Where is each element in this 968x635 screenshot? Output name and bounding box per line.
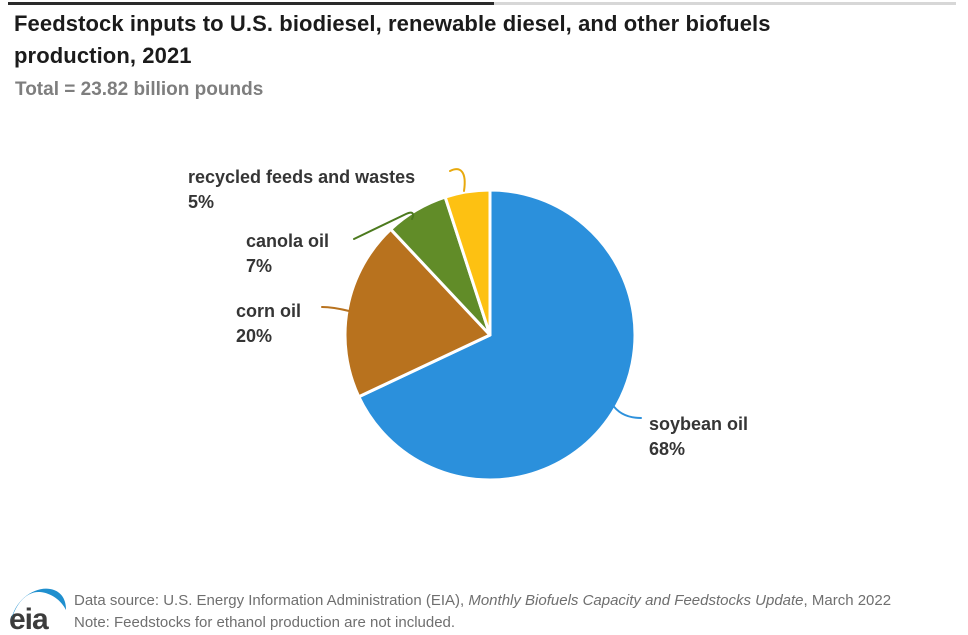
page-title: Feedstock inputs to U.S. biodiesel, rene… [14, 11, 771, 68]
data-source-publication: Monthly Biofuels Capacity and Feedstocks… [468, 592, 804, 609]
leader-line-corn [321, 306, 350, 312]
top-rule [8, 2, 956, 5]
pie-slice-corn-oil [343, 227, 492, 399]
callout-label: canola oil [246, 231, 330, 251]
callout-value: 7% [246, 256, 273, 276]
pie-slice-recycled-feeds-and-wastes [443, 188, 492, 337]
data-source-prefix: Data source: U.S. Energy Information Adm… [74, 592, 469, 609]
top-rule-dark-segment [8, 2, 494, 5]
data-source-line: Data source: U.S. Energy Information Adm… [74, 590, 960, 612]
eia-logo-text: eia [9, 603, 49, 632]
callout-corn-oil: corn oil 20% [236, 299, 301, 349]
callout-value: 68% [649, 439, 686, 459]
leader-line-canola [353, 211, 415, 240]
callout-recycled-feeds: recycled feeds and wastes 5% [188, 165, 415, 215]
note-line: Note: Feedstocks for ethanol production … [74, 614, 456, 631]
callout-value: 5% [188, 192, 215, 212]
callout-label: corn oil [236, 301, 302, 321]
callout-label: recycled feeds and wastes [188, 167, 416, 187]
leader-line-soybean [611, 403, 642, 419]
pie-slice-soybean-oil [357, 188, 637, 482]
top-rule-light-segment [494, 2, 956, 5]
data-source-suffix: , March 2022 [803, 592, 892, 609]
callout-canola-oil: canola oil 7% [246, 229, 329, 279]
callout-label: soybean oil [649, 414, 749, 434]
leader-line-recycled [449, 168, 466, 192]
callout-value: 20% [236, 326, 273, 346]
callout-soybean-oil: soybean oil 68% [649, 412, 748, 462]
footer: Data source: U.S. Energy Information Adm… [74, 590, 960, 634]
eia-logo: eia [9, 588, 66, 632]
chart-subtitle: Total = 23.82 billion pounds [15, 79, 264, 100]
